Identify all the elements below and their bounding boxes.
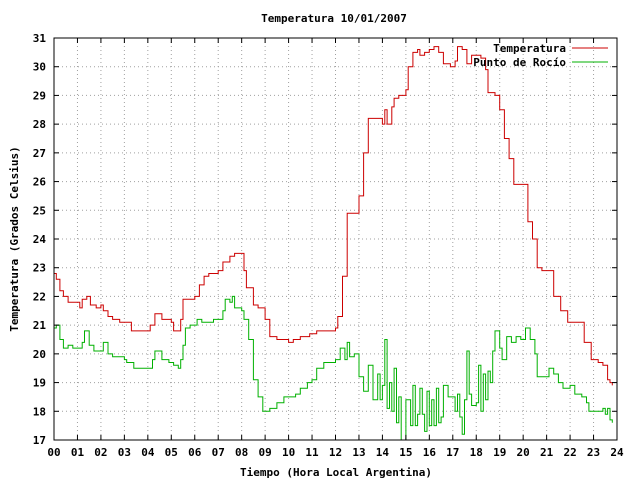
y-tick-label: 17 xyxy=(33,434,46,447)
x-tick-label: 01 xyxy=(71,446,85,459)
x-axis-title: Tiempo (Hora Local Argentina) xyxy=(240,466,432,479)
x-tick-labels: 00 01 02 03 04 05 06 07 08 09 10 11 12 13 14 15 16 17 18 19… xyxy=(47,446,624,459)
y-axis-title: Temperatura (Grados Celsius) xyxy=(8,146,21,331)
x-tick-label: 15 xyxy=(399,446,412,459)
x-tick-label: 05 xyxy=(165,446,178,459)
y-tick-label: 30 xyxy=(33,61,46,74)
x-tick-label: 03 xyxy=(118,446,131,459)
x-tick-label: 19 xyxy=(493,446,506,459)
y-tick-label: 21 xyxy=(33,319,47,332)
y-tick-label: 20 xyxy=(33,348,46,361)
x-tick-label: 18 xyxy=(470,446,483,459)
x-tick-label: 00 xyxy=(47,446,60,459)
x-tick-label: 08 xyxy=(235,446,248,459)
x-tick-label: 11 xyxy=(305,446,319,459)
y-tick-label: 28 xyxy=(33,118,46,131)
y-tick-label: 25 xyxy=(33,204,46,217)
y-tick-labels: 17 18 19 20 21 22 23 24 25 26 27 28 29 30 31 xyxy=(33,32,47,447)
x-tick-label: 04 xyxy=(141,446,155,459)
y-tick-label: 29 xyxy=(33,89,46,102)
legend-label-punto-de-rocio: Punto de Rocío xyxy=(473,56,566,69)
axis-ticks xyxy=(53,37,618,441)
legend-label-temperatura: Temperatura xyxy=(493,42,566,55)
x-tick-label: 20 xyxy=(517,446,530,459)
series-line-punto-de-rocio xyxy=(54,295,613,441)
x-tick-label: 06 xyxy=(188,446,202,459)
x-tick-label: 23 xyxy=(587,446,600,459)
x-tick-label: 10 xyxy=(282,446,295,459)
x-tick-label: 21 xyxy=(540,446,554,459)
series-layer xyxy=(54,46,613,441)
x-tick-label: 22 xyxy=(563,446,576,459)
x-tick-label: 12 xyxy=(329,446,342,459)
x-tick-label: 13 xyxy=(352,446,365,459)
grid xyxy=(54,38,617,440)
y-tick-label: 19 xyxy=(33,377,46,390)
y-tick-label: 23 xyxy=(33,262,46,275)
x-tick-label: 02 xyxy=(94,446,107,459)
y-tick-label: 26 xyxy=(33,176,47,189)
y-tick-label: 24 xyxy=(33,233,47,246)
chart-title: Temperatura 10/01/2007 xyxy=(261,12,407,25)
y-tick-label: 18 xyxy=(33,405,46,418)
x-tick-label: 14 xyxy=(376,446,390,459)
x-tick-label: 07 xyxy=(212,446,225,459)
x-tick-label: 24 xyxy=(610,446,624,459)
legend: Temperatura Punto de Rocío xyxy=(473,42,608,69)
x-tick-label: 17 xyxy=(446,446,459,459)
x-tick-label: 09 xyxy=(259,446,272,459)
x-tick-label: 16 xyxy=(423,446,437,459)
series-line-temperatura xyxy=(54,46,613,386)
y-tick-label: 31 xyxy=(33,32,47,45)
y-tick-label: 27 xyxy=(33,147,46,160)
y-tick-label: 22 xyxy=(33,290,46,303)
